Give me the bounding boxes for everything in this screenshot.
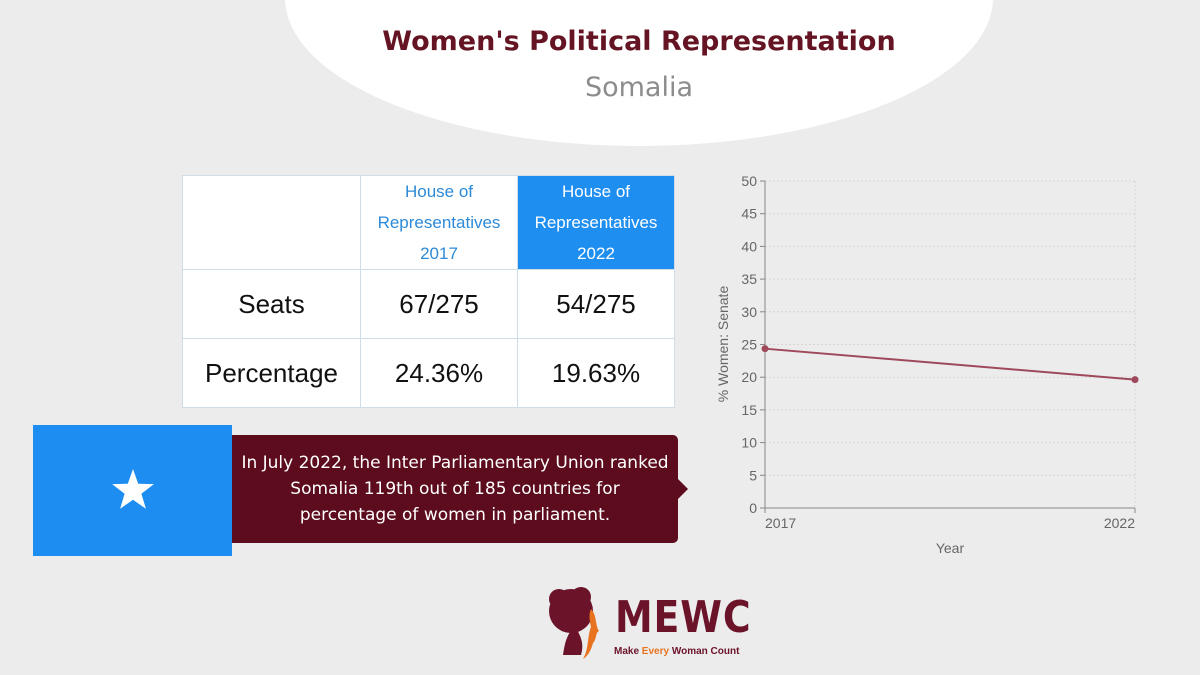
chart-grid [764,180,1136,509]
mewc-logo-icon [549,587,599,659]
seats-2017: 67/275 [360,269,518,339]
somalia-flag [33,425,232,556]
data-point [761,345,769,353]
ranking-callout: In July 2022, the Inter Parliamentary Un… [232,435,688,543]
logo-tagline: Make Every Woman Count [614,646,739,657]
logo-wordmark: MEWC [615,592,752,643]
page-subtitle: Somalia [584,72,694,103]
page-title: Women's Political Representation [382,26,896,57]
chart-axes: 0 5 10 15 20 25 30 35 40 45 50 2017 2022 [741,173,1136,531]
table-header-empty [182,175,361,270]
x-tick-label: 2022 [1104,515,1135,531]
series-line [764,347,1136,381]
star-icon [112,469,154,509]
y-tick-label: 50 [741,173,757,189]
y-tick-label: 30 [741,304,757,320]
y-tick-label: 15 [741,402,757,418]
y-tick-label: 0 [749,500,757,516]
logo-tagline-part: Woman Count [669,646,740,657]
senate-line-chart: 0 5 10 15 20 25 30 35 40 45 50 2017 2022 Year % Wome… [715,173,1139,556]
table-row: Seats 67/275 54/275 [182,269,675,339]
y-tick-label: 25 [741,337,757,353]
callout-text: In July 2022, the Inter Parliamentary Un… [241,453,669,525]
x-tick-label: 2017 [765,515,796,531]
y-tick-label: 20 [741,369,757,385]
y-tick-label: 10 [741,435,757,451]
table-header-2017: House of Representatives 2017 [360,175,518,270]
y-tick-label: 40 [741,238,757,254]
data-point [1131,376,1139,384]
y-tick-label: 5 [749,467,757,483]
table-row: Percentage 24.36% 19.63% [182,338,675,408]
row-label-seats: Seats [182,269,361,339]
seats-2022: 54/275 [517,269,675,339]
y-axis-label: % Women: Senate [715,286,731,403]
table-header-row: House of Representatives 2017 House of R… [182,175,675,270]
chart-series [761,345,1139,384]
representation-table: House of Representatives 2017 House of R… [182,175,675,408]
logo-tagline-accent: Every [641,646,670,657]
table-header-2022: House of Representatives 2022 [517,175,675,270]
percentage-2022: 19.63% [517,338,675,408]
x-axis-label: Year [936,540,965,556]
y-tick-label: 35 [741,271,757,287]
percentage-2017: 24.36% [360,338,518,408]
y-tick-label: 45 [741,206,757,222]
row-label-percentage: Percentage [182,338,361,408]
logo-tagline-part: Make [614,646,642,657]
